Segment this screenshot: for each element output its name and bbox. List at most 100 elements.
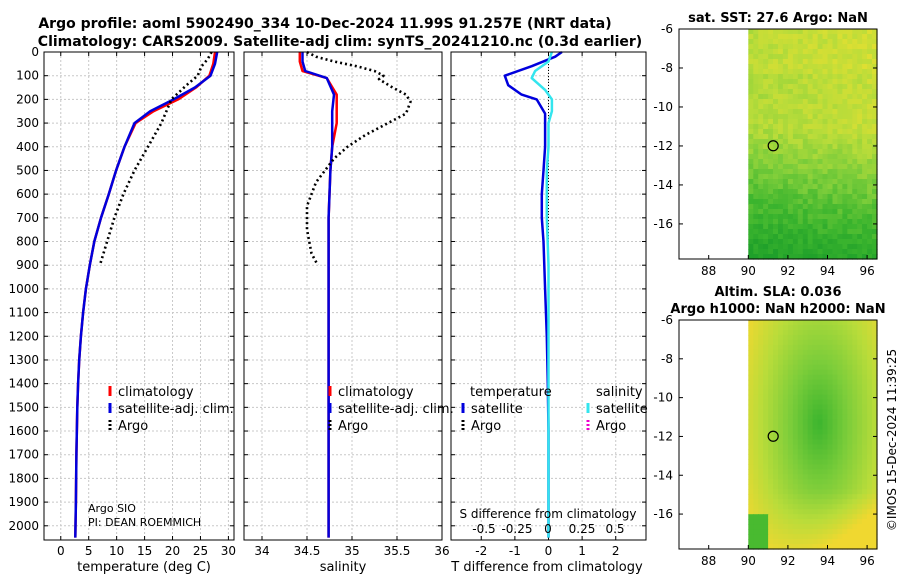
map-cell — [812, 504, 819, 510]
map-cell — [817, 109, 824, 115]
map-cell — [763, 344, 769, 351]
map-cell — [832, 394, 839, 401]
map-cell — [768, 374, 774, 381]
map-cell — [792, 79, 799, 85]
map-cell — [812, 469, 819, 475]
map-cell — [842, 149, 848, 155]
map-cell — [773, 29, 779, 35]
map-cell — [773, 339, 779, 346]
map-cell — [872, 129, 878, 135]
map-cell — [802, 404, 809, 411]
map-cell — [782, 334, 789, 341]
map-cell — [748, 129, 754, 135]
map-cell — [842, 534, 848, 540]
map-cell — [797, 459, 804, 465]
map-cell — [847, 404, 853, 411]
map-cell — [753, 449, 759, 455]
map-cell — [847, 94, 853, 100]
map-cell — [862, 139, 868, 145]
map-cell — [862, 429, 868, 436]
map-cell — [812, 94, 819, 100]
map-cell — [748, 229, 754, 235]
map-cell — [778, 119, 784, 125]
map-cell — [842, 320, 848, 326]
map-cell — [827, 414, 834, 421]
map-cell — [758, 449, 764, 455]
map-cell — [857, 394, 863, 401]
map-cell — [768, 474, 774, 480]
map-cell — [872, 489, 878, 495]
map-cell — [817, 464, 824, 470]
map-cell — [787, 414, 794, 421]
map-cell — [852, 89, 858, 95]
map-cell — [778, 44, 784, 50]
map-cell — [842, 449, 848, 455]
map-cell — [847, 534, 853, 540]
map-cell — [822, 489, 829, 495]
map-cell — [832, 144, 839, 150]
map-cell — [837, 414, 843, 421]
y-tick-label: 1400 — [8, 377, 39, 391]
map-cell — [768, 249, 774, 255]
map-cell — [807, 64, 814, 70]
map-cell — [748, 39, 754, 45]
map-cell — [867, 479, 873, 485]
map-cell — [787, 39, 794, 45]
map-cell — [837, 119, 843, 125]
map-cell — [787, 484, 794, 490]
map-cell — [827, 474, 834, 480]
map-cell — [782, 99, 789, 105]
map-cell — [852, 499, 858, 505]
map-cell — [763, 139, 769, 145]
map-cell — [763, 484, 769, 490]
map-cell — [827, 204, 834, 210]
map-cell — [817, 479, 824, 485]
map-cell — [862, 504, 868, 510]
map-cell — [827, 49, 834, 55]
map-cell — [812, 164, 819, 170]
map-cell — [792, 419, 799, 426]
map-cell — [782, 464, 789, 470]
map-cell — [842, 349, 848, 356]
map-cell — [758, 49, 764, 55]
map-cell — [748, 174, 754, 180]
figure-title-line2: Climatology: CARS2009. Satellite-adj cli… — [38, 34, 642, 50]
map-cell — [782, 239, 789, 245]
map-cell — [773, 254, 779, 260]
map-cell — [837, 489, 843, 495]
map-cell — [822, 219, 829, 225]
map-cell — [852, 439, 858, 446]
map-cell — [867, 529, 873, 535]
map-cell — [822, 154, 829, 160]
map-cell — [797, 129, 804, 135]
map-cell — [852, 214, 858, 220]
map-cell — [842, 394, 848, 401]
map-cell — [748, 379, 754, 386]
map-cell — [837, 374, 843, 381]
map-cell — [837, 394, 843, 401]
map-cell — [867, 339, 873, 346]
map-cell — [872, 34, 878, 40]
map-cell — [832, 330, 839, 336]
map-cell — [792, 429, 799, 436]
map-cell — [802, 189, 809, 195]
map-cell — [782, 349, 789, 356]
map-cell — [792, 504, 799, 510]
map-cell — [857, 224, 863, 230]
map-cell — [872, 334, 878, 341]
map-cell — [872, 444, 878, 451]
map-cell — [807, 229, 814, 235]
map-cell — [857, 184, 863, 190]
map-cell — [832, 34, 839, 40]
map-cell — [847, 249, 853, 255]
map-cell — [857, 89, 863, 95]
map-cell — [837, 94, 843, 100]
map-cell — [748, 224, 754, 230]
map-cell — [763, 434, 769, 441]
map-cell — [852, 419, 858, 426]
map-cell — [817, 214, 824, 220]
map-cell — [748, 239, 754, 245]
map-cell — [802, 59, 809, 65]
map-cell — [837, 344, 843, 351]
map-cell — [817, 249, 824, 255]
